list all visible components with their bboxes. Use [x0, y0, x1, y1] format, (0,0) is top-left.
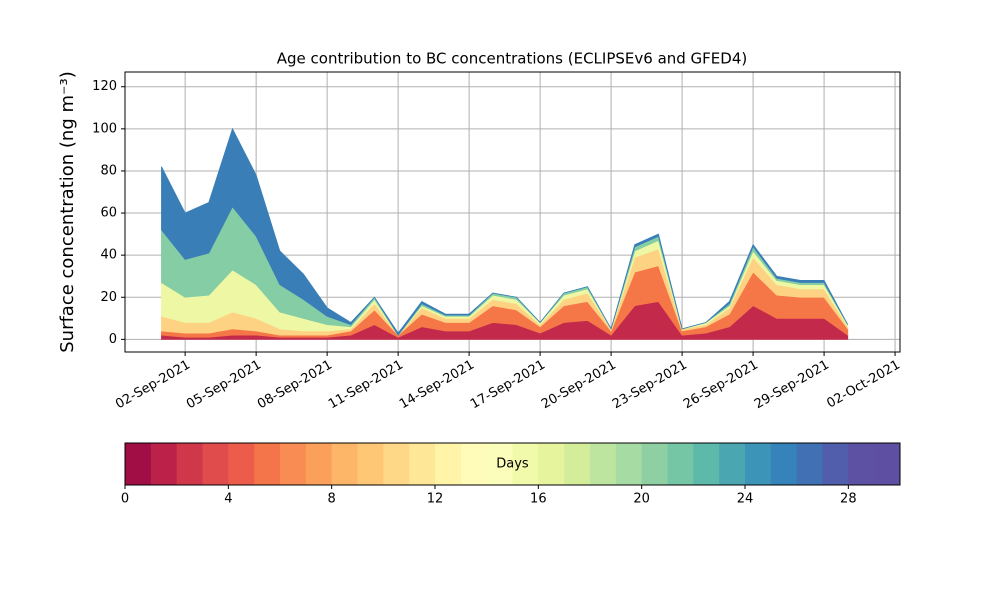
y-tick-label: 40 — [100, 248, 117, 263]
area-layer — [161, 127, 849, 336]
areas — [161, 127, 849, 340]
y-tick-label: 60 — [100, 206, 117, 221]
colorbar-bin — [796, 443, 823, 485]
colorbar-bin — [254, 443, 281, 485]
colorbar-bin — [176, 443, 203, 485]
y-tick-label: 120 — [92, 79, 117, 94]
colorbar-bin — [512, 443, 539, 485]
plot-frame — [124, 71, 901, 353]
x-tick-label: 05-Sep-2021 — [184, 358, 264, 413]
y-tick-label: 80 — [100, 163, 117, 178]
colorbar-bin — [590, 443, 617, 485]
y-tick-label: 100 — [92, 121, 117, 136]
colorbar-bin — [435, 443, 462, 485]
colorbar-bin — [693, 443, 720, 485]
colorbar-bin — [667, 443, 694, 485]
colorbar-bin — [719, 443, 746, 485]
colorbar-tick-label: 8 — [328, 492, 336, 507]
chart-title: Age contribution to BC concentrations (E… — [277, 50, 748, 68]
colorbar-label: Days — [496, 457, 529, 472]
colorbar-bin — [848, 443, 875, 485]
colorbar-frame — [124, 442, 901, 486]
colorbar-bin — [615, 443, 643, 485]
x-tick-label: 08-Sep-2021 — [255, 358, 335, 413]
x-tick-label: 20-Sep-2021 — [539, 358, 619, 413]
colorbar-tick-label: 12 — [427, 492, 444, 507]
colorbar-bin — [305, 443, 333, 485]
colorbar-tick-label: 24 — [737, 492, 754, 507]
colorbar-bin — [228, 443, 255, 485]
colorbar-tick-label: 20 — [633, 492, 650, 507]
x-tick-label: 23-Sep-2021 — [610, 358, 690, 413]
colorbar-tick-label: 28 — [840, 492, 857, 507]
y-tick-label: 20 — [100, 290, 117, 305]
y-tick-label: 0 — [109, 332, 117, 347]
x-tick-label: 17-Sep-2021 — [468, 358, 548, 413]
colorbar-bin — [409, 443, 436, 485]
colorbar-bin — [874, 443, 901, 485]
colorbar-bin — [822, 443, 849, 485]
colorbar-bin — [564, 443, 591, 485]
x-tick-label: 02-Oct-2021 — [824, 358, 902, 412]
grid — [125, 72, 900, 352]
x-tick-label: 26-Sep-2021 — [681, 358, 761, 413]
colorbar-bin — [641, 443, 668, 485]
x-tick-label: 29-Sep-2021 — [752, 358, 832, 413]
colorbar-bin — [745, 443, 772, 485]
colorbar-bin — [357, 443, 384, 485]
colorbar-bin — [770, 443, 798, 485]
x-tick-label: 14-Sep-2021 — [397, 358, 477, 413]
colorbar-tick-label: 16 — [530, 492, 547, 507]
colorbar-bin — [280, 443, 307, 485]
x-tick-label: 11-Sep-2021 — [326, 358, 406, 413]
colorbar-bin — [125, 443, 152, 485]
y-axis-label: Surface concentration (ng m⁻³) — [57, 71, 78, 353]
colorbar-tick-label: 4 — [224, 492, 232, 507]
colorbar-bin — [486, 443, 513, 485]
colorbar-tick-label: 0 — [121, 492, 129, 507]
x-tick-label: 02-Sep-2021 — [113, 358, 193, 413]
colorbar-bin — [202, 443, 229, 485]
colorbar-bin — [460, 443, 488, 485]
colorbar-bin — [383, 443, 410, 485]
colorbar-bin — [331, 443, 358, 485]
colorbar-bin — [538, 443, 565, 485]
colorbar-bin — [150, 443, 178, 485]
